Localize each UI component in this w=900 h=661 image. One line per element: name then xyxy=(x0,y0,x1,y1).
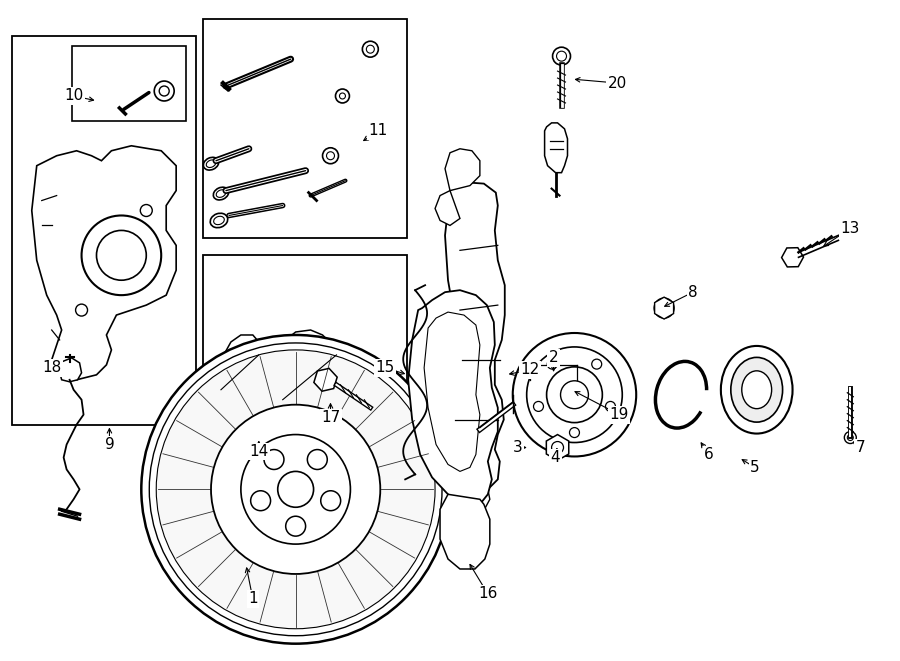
Ellipse shape xyxy=(211,214,228,227)
Ellipse shape xyxy=(206,160,216,167)
Text: 6: 6 xyxy=(704,447,714,462)
Polygon shape xyxy=(435,190,460,225)
Bar xyxy=(203,255,407,440)
Circle shape xyxy=(292,368,306,382)
Polygon shape xyxy=(440,494,490,569)
Circle shape xyxy=(561,381,589,408)
Polygon shape xyxy=(544,123,568,173)
Ellipse shape xyxy=(742,371,771,408)
Circle shape xyxy=(285,516,306,536)
Circle shape xyxy=(157,350,435,629)
Circle shape xyxy=(339,93,346,99)
Circle shape xyxy=(140,204,152,217)
Circle shape xyxy=(159,86,169,96)
Bar xyxy=(203,19,407,239)
Circle shape xyxy=(96,231,147,280)
Circle shape xyxy=(363,41,378,57)
Polygon shape xyxy=(455,479,490,519)
Circle shape xyxy=(659,303,669,313)
Text: 13: 13 xyxy=(841,221,860,236)
Circle shape xyxy=(82,215,161,295)
Circle shape xyxy=(546,367,602,422)
Circle shape xyxy=(211,405,381,574)
Circle shape xyxy=(591,359,602,369)
Ellipse shape xyxy=(731,358,783,422)
Ellipse shape xyxy=(721,346,793,434)
Circle shape xyxy=(241,434,350,544)
Circle shape xyxy=(844,432,856,444)
Text: 15: 15 xyxy=(375,360,395,375)
Polygon shape xyxy=(59,358,82,382)
Text: 9: 9 xyxy=(104,437,114,452)
Text: 3: 3 xyxy=(513,440,523,455)
Polygon shape xyxy=(32,146,176,380)
Ellipse shape xyxy=(213,187,229,200)
Ellipse shape xyxy=(213,216,224,225)
Ellipse shape xyxy=(216,190,226,198)
Polygon shape xyxy=(275,330,343,432)
Text: 20: 20 xyxy=(608,75,627,91)
Circle shape xyxy=(570,428,580,438)
Circle shape xyxy=(76,304,87,316)
Polygon shape xyxy=(445,149,480,190)
Circle shape xyxy=(242,393,256,407)
Text: 7: 7 xyxy=(856,440,865,455)
Circle shape xyxy=(847,434,853,440)
Circle shape xyxy=(556,51,566,61)
Polygon shape xyxy=(409,290,498,507)
Circle shape xyxy=(229,368,243,382)
Polygon shape xyxy=(437,459,465,497)
Text: 1: 1 xyxy=(248,592,257,606)
Text: 12: 12 xyxy=(520,362,539,377)
Circle shape xyxy=(264,449,284,469)
Text: 17: 17 xyxy=(321,410,340,425)
Text: 14: 14 xyxy=(249,444,268,459)
Circle shape xyxy=(322,148,338,164)
Circle shape xyxy=(278,471,313,507)
Text: 19: 19 xyxy=(609,407,629,422)
Circle shape xyxy=(327,152,335,160)
Bar xyxy=(72,46,186,121)
Circle shape xyxy=(553,47,571,65)
Circle shape xyxy=(251,490,271,511)
Text: 4: 4 xyxy=(551,450,561,465)
Circle shape xyxy=(309,388,322,402)
Text: 10: 10 xyxy=(64,89,83,104)
Circle shape xyxy=(534,401,544,411)
Circle shape xyxy=(141,335,450,644)
Circle shape xyxy=(154,81,175,101)
Polygon shape xyxy=(216,335,266,424)
Text: 8: 8 xyxy=(688,285,698,299)
Circle shape xyxy=(547,359,557,369)
Bar xyxy=(12,36,196,424)
Circle shape xyxy=(366,45,374,53)
Circle shape xyxy=(552,442,563,453)
Text: 11: 11 xyxy=(369,124,388,138)
Circle shape xyxy=(526,347,622,442)
Text: 18: 18 xyxy=(42,360,61,375)
Text: 16: 16 xyxy=(478,586,498,602)
Polygon shape xyxy=(445,182,505,491)
Circle shape xyxy=(513,333,636,457)
Text: 5: 5 xyxy=(750,460,760,475)
Circle shape xyxy=(149,343,442,636)
Circle shape xyxy=(654,298,674,318)
Ellipse shape xyxy=(203,157,219,170)
Circle shape xyxy=(606,401,616,411)
Circle shape xyxy=(320,490,341,511)
Circle shape xyxy=(308,449,328,469)
Text: 2: 2 xyxy=(549,350,558,366)
Circle shape xyxy=(336,89,349,103)
